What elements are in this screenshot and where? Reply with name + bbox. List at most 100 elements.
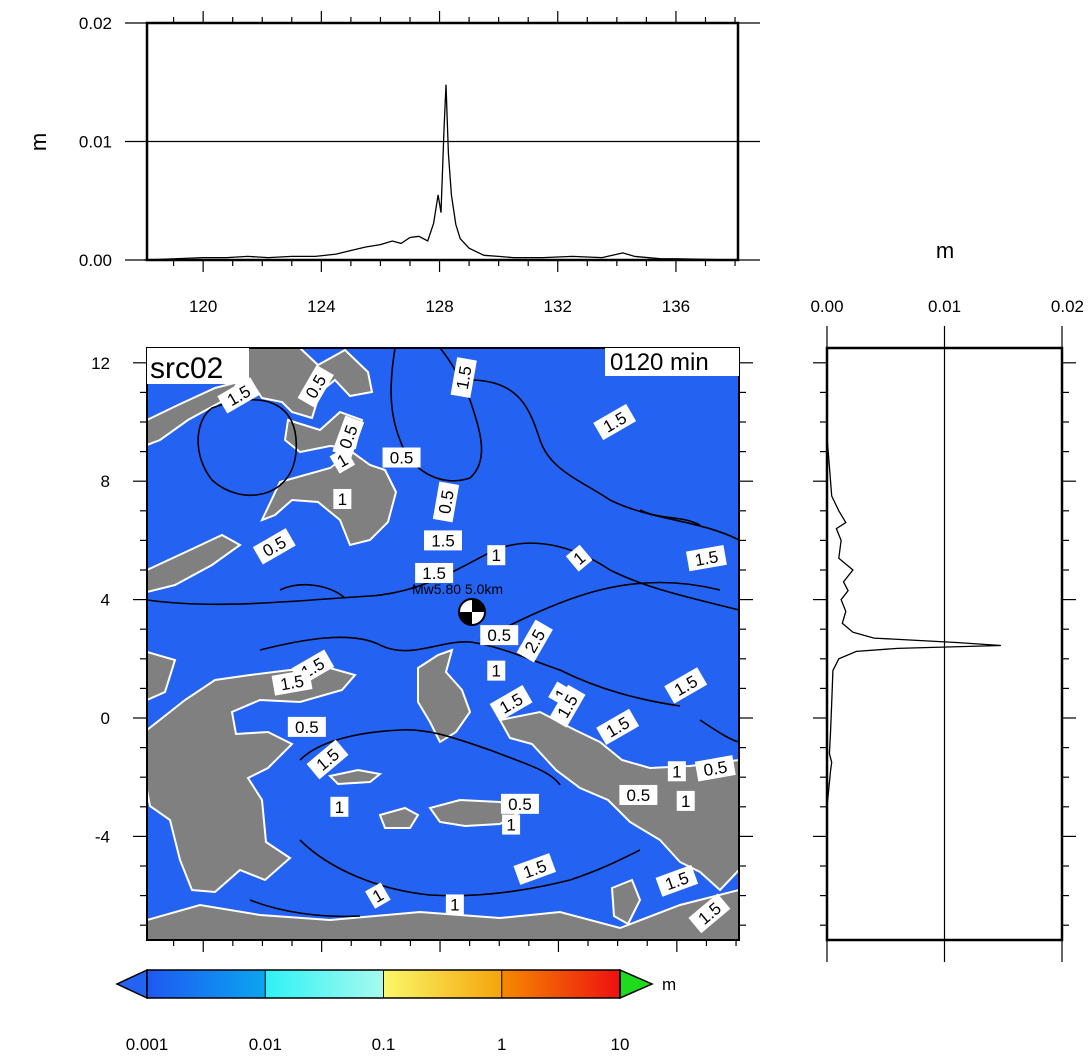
contour-label-box [450, 357, 477, 399]
contour-label-text: 0.5 [295, 718, 319, 737]
right-profile-x-tick-label: 0.00 [810, 297, 843, 316]
contour-label-box [694, 755, 736, 782]
top-profile-x-tick-label: 132 [544, 297, 572, 316]
colorbar-tick-label: 1 [497, 1035, 506, 1054]
contour-label-box [424, 530, 462, 551]
contour-label-box [565, 544, 593, 572]
contour-label-box [487, 545, 506, 566]
contour-label-box [655, 864, 699, 897]
contour-label: 0.5 [500, 793, 539, 814]
contour-label-box [432, 481, 460, 523]
contour-line [259, 636, 681, 707]
contour-line [299, 839, 641, 897]
focal-mechanism-beachball [458, 598, 486, 626]
contour-label: 1 [330, 796, 349, 817]
map-panel: 1.5 0.50.50.511 0.51.51.51 1 1.51.51.50.5 2.5… [91, 347, 753, 952]
contour-label: 0.5 [694, 755, 736, 782]
contour-label-text: 0.5 [702, 757, 729, 780]
contour-label: 0.5 [432, 481, 460, 523]
contour-label-box [306, 739, 349, 780]
contour-label-box [676, 790, 695, 811]
contour-label-box [382, 447, 421, 468]
contour-label: 1.5 [415, 562, 454, 583]
contour-label-text: 1 [450, 895, 459, 914]
contour-label: 1.5 [450, 357, 477, 399]
contour-label-text: 1 [506, 816, 515, 835]
contour-label: 1.5 [549, 684, 586, 728]
contour-line [699, 719, 739, 743]
contour-line [279, 583, 346, 599]
top-profile-y-tick-label: 0.00 [79, 251, 112, 270]
contour-label-text: 1 [492, 662, 501, 681]
colorbar-tick-label: 0.01 [249, 1035, 282, 1054]
land-halmahera [417, 648, 472, 744]
contour-label-box [549, 684, 586, 728]
contour-label-box [271, 669, 313, 696]
contour-label-text: 1.5 [422, 564, 446, 583]
time-label-box [605, 348, 739, 376]
contour-label-box [593, 403, 637, 441]
top-profile-ticks [125, 11, 760, 272]
contour-label: 1.5 [271, 669, 313, 696]
contour-label-box [685, 545, 727, 572]
right-profile-x-unit: m [936, 238, 954, 263]
contour-label-text: 1.5 [453, 364, 476, 391]
contour-label-box [513, 853, 557, 885]
right-profile-x-tick-label: 0.01 [928, 297, 961, 316]
map-y-tick-label: 4 [101, 591, 110, 610]
contour-line [469, 379, 739, 541]
contour-label-box [445, 894, 464, 915]
top-profile-panel: 0.00 0.01 0.02 120 124 128 132 136 m [26, 11, 760, 316]
contour-label-box [332, 415, 365, 459]
contour-label-text: 1 [338, 490, 347, 509]
contour-line [197, 398, 297, 496]
contour-label-box [365, 882, 391, 909]
contour-label: 1 [487, 660, 506, 681]
colorbar-segment [501, 970, 621, 998]
colorbar: 0.001 0.01 0.1 1 10 m [115, 968, 676, 1054]
contour-label-text: 1 [672, 762, 681, 781]
colorbar-under-triangle [115, 968, 148, 1000]
contour-label-box [297, 365, 334, 408]
contour-label: 1 [329, 447, 356, 474]
colorbar-tick-label: 10 [611, 1035, 630, 1054]
contour-label-box [500, 793, 539, 814]
colorbar-tick-label: 0.001 [126, 1035, 169, 1054]
contour-label: 0.5 [619, 784, 658, 805]
colorbar-segments [147, 970, 621, 998]
right-profile-tick-labels: 0.00 0.01 0.02 [810, 297, 1084, 316]
colorbar-over-triangle [619, 968, 654, 1000]
contour-label-box [252, 528, 296, 565]
right-profile-x-tick-label: 0.02 [1051, 297, 1084, 316]
contour-label: 0.5 [297, 365, 334, 408]
contour-label: 1.5 [655, 864, 699, 897]
contour-line [249, 899, 361, 918]
contour-label-box [667, 761, 686, 782]
top-profile-y-tick-label: 0.01 [79, 133, 112, 152]
contour-label-box [287, 716, 326, 737]
contour-label-box [516, 619, 553, 663]
contour-label: 1 [676, 790, 695, 811]
source-label-box [147, 348, 249, 384]
map-features: 1.5 0.50.50.511 0.51.51.51 1 1.51.51.50.5 2.5… [147, 348, 739, 940]
right-profile-ticks [813, 326, 1076, 962]
land-south-coast [147, 888, 739, 940]
contour-label: 1 [365, 882, 391, 909]
contour-label-box [489, 685, 533, 722]
map-frame [146, 347, 740, 941]
colorbar-tick-label: 0.1 [372, 1035, 396, 1054]
contour-label-box [487, 660, 506, 681]
event-label: Mw5.80 5.0km [412, 581, 503, 597]
time-label: 0120 min [610, 349, 709, 376]
contour-label-box [664, 667, 708, 704]
contour-label: 1.5 [685, 545, 727, 572]
contour-label-text: 1 [492, 546, 501, 565]
land-sula [327, 768, 383, 786]
contour-label-text: 1.5 [279, 672, 306, 695]
contour-label-text: 0.5 [487, 626, 511, 645]
map-y-tick-label: -4 [95, 827, 110, 846]
colorbar-frame [146, 969, 621, 999]
contour-line [639, 509, 701, 526]
contour-label: 1.5 [513, 853, 557, 885]
top-profile-y-tick-label: 0.02 [79, 14, 112, 33]
